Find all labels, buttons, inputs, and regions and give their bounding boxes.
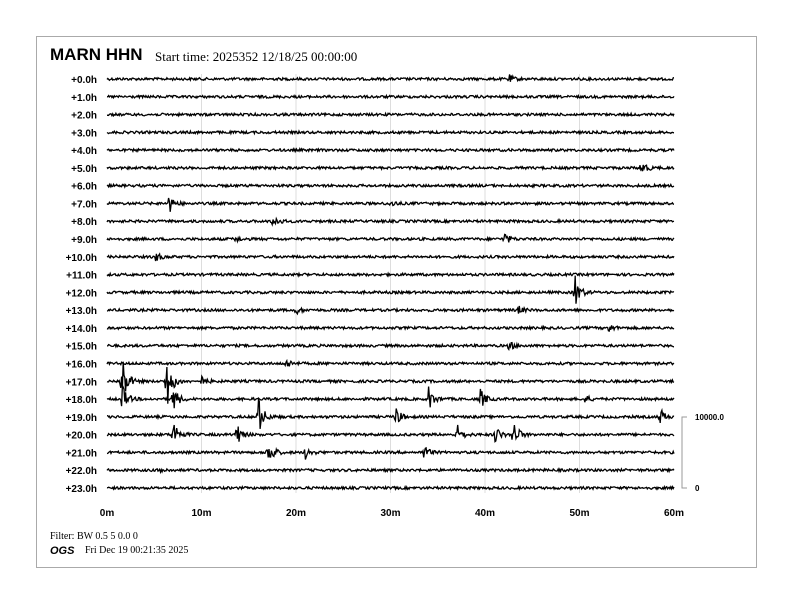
trace-19: [106, 397, 675, 429]
trace-9: [106, 233, 675, 244]
trace-20: [106, 424, 675, 443]
trace-16: [106, 358, 675, 368]
trace-2: [106, 111, 675, 118]
trace-17: [106, 361, 675, 404]
row-label: +5.0h: [71, 164, 97, 175]
trace-8: [106, 216, 675, 227]
row-label: +12.0h: [66, 288, 97, 299]
row-label: +21.0h: [66, 448, 97, 459]
row-label: +2.0h: [71, 111, 97, 122]
x-tick-label: 50m: [569, 508, 589, 519]
trace-1: [106, 93, 675, 100]
trace-7: [106, 197, 675, 212]
plot-frame: [36, 36, 757, 568]
station-title: MARN HHN: [50, 45, 143, 64]
x-tick-label: 60m: [664, 508, 684, 519]
trace-13: [106, 305, 675, 316]
trace-22: [106, 467, 675, 475]
row-label: +0.0h: [71, 75, 97, 86]
row-label: +16.0h: [66, 359, 97, 370]
trace-5: [106, 164, 675, 172]
org-logo: OGS: [50, 545, 75, 557]
row-label: +1.0h: [71, 93, 97, 104]
row-label: +17.0h: [66, 377, 97, 388]
row-label: +6.0h: [71, 182, 97, 193]
x-tick-label: 10m: [191, 508, 211, 519]
row-label: +18.0h: [66, 395, 97, 406]
trace-4: [106, 147, 675, 154]
x-tick-label: 40m: [475, 508, 495, 519]
row-label: +3.0h: [71, 128, 97, 139]
generated-date: Fri Dec 19 00:21:35 2025: [85, 545, 189, 556]
trace-23: [106, 484, 675, 491]
trace-14: [106, 324, 675, 332]
row-label: +8.0h: [71, 217, 97, 228]
x-tick-label: 30m: [380, 508, 400, 519]
row-label: +9.0h: [71, 235, 97, 246]
trace-0: [106, 74, 675, 83]
scale-top-label: 10000.0: [695, 413, 724, 422]
row-label: +23.0h: [66, 484, 97, 495]
trace-21: [106, 446, 675, 460]
row-label: +14.0h: [66, 324, 97, 335]
scale-bar: [681, 416, 687, 489]
trace-15: [107, 341, 675, 352]
row-label: +19.0h: [66, 413, 97, 424]
x-tick-label: 0m: [100, 508, 115, 519]
trace-3: [106, 129, 675, 136]
row-label: +13.0h: [66, 306, 97, 317]
row-label: +20.0h: [66, 431, 97, 442]
trace-11: [106, 271, 675, 278]
row-label: +7.0h: [71, 199, 97, 210]
trace-12: [106, 275, 675, 304]
row-label: +10.0h: [66, 253, 97, 264]
trace-18: [106, 385, 675, 409]
trace-6: [106, 182, 675, 189]
row-label: +11.0h: [66, 271, 97, 282]
row-label: +22.0h: [66, 466, 97, 477]
start-time: Start time: 2025352 12/18/25 00:00:00: [155, 49, 358, 64]
row-label: +15.0h: [66, 342, 97, 353]
filter-info: Filter: BW 0.5 5 0.0 0: [50, 531, 138, 542]
x-tick-label: 20m: [286, 508, 306, 519]
trace-10: [106, 252, 675, 262]
row-label: +4.0h: [71, 146, 97, 157]
scale-bottom-label: 0: [695, 484, 700, 493]
